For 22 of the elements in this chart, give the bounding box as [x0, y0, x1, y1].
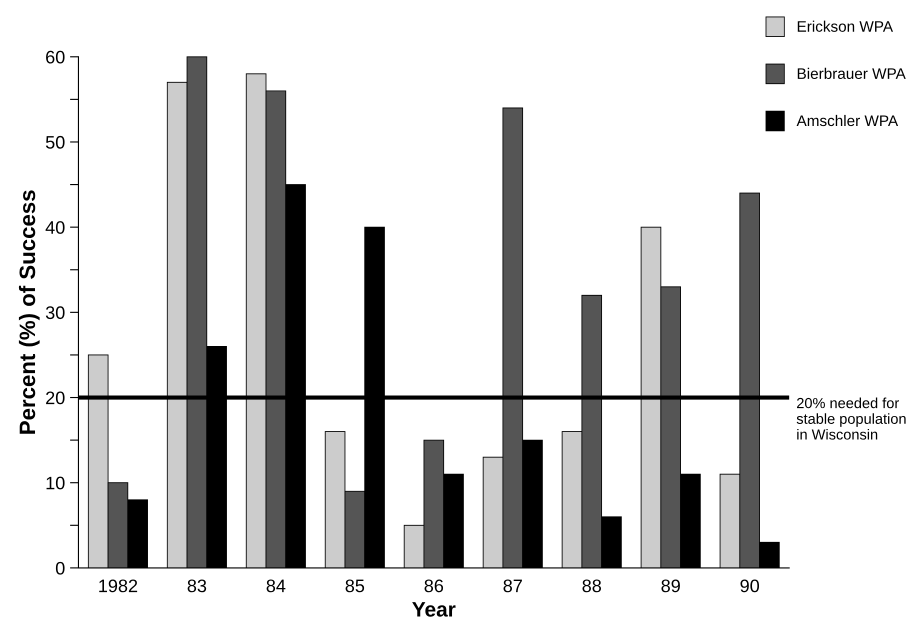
x-tick-label: 86 [424, 579, 444, 592]
x-tick-label: 89 [661, 579, 680, 592]
legend-label: Amschler WPA [796, 114, 898, 126]
x-tick-label: 88 [582, 579, 602, 592]
y-tick-label: 40 [46, 221, 65, 234]
y-tick-label: 50 [46, 136, 65, 149]
legend-label: Erickson WPA [798, 20, 894, 32]
ref-line-label: 20% needed for stable population in Wisconsin [796, 398, 906, 440]
x-tick-label: 1982 [99, 579, 138, 592]
y-tick-label: 10 [46, 476, 65, 490]
y-axis-title: Percent (%) of Success [18, 190, 40, 434]
x-tick-label: 84 [266, 579, 286, 592]
x-axis-title: Year [412, 602, 456, 617]
y-tick-label: 60 [46, 50, 65, 64]
y-tick-label: 20 [46, 391, 65, 404]
y-tick-label: 30 [46, 306, 65, 320]
x-tick-label: 85 [346, 579, 364, 592]
x-tick-label: 83 [188, 579, 206, 592]
y-tick-label: 0 [56, 562, 65, 575]
x-tick-label: 87 [504, 579, 522, 592]
legend-label: Bierbrauer WPA [798, 68, 906, 80]
x-tick-label: 90 [740, 579, 760, 592]
